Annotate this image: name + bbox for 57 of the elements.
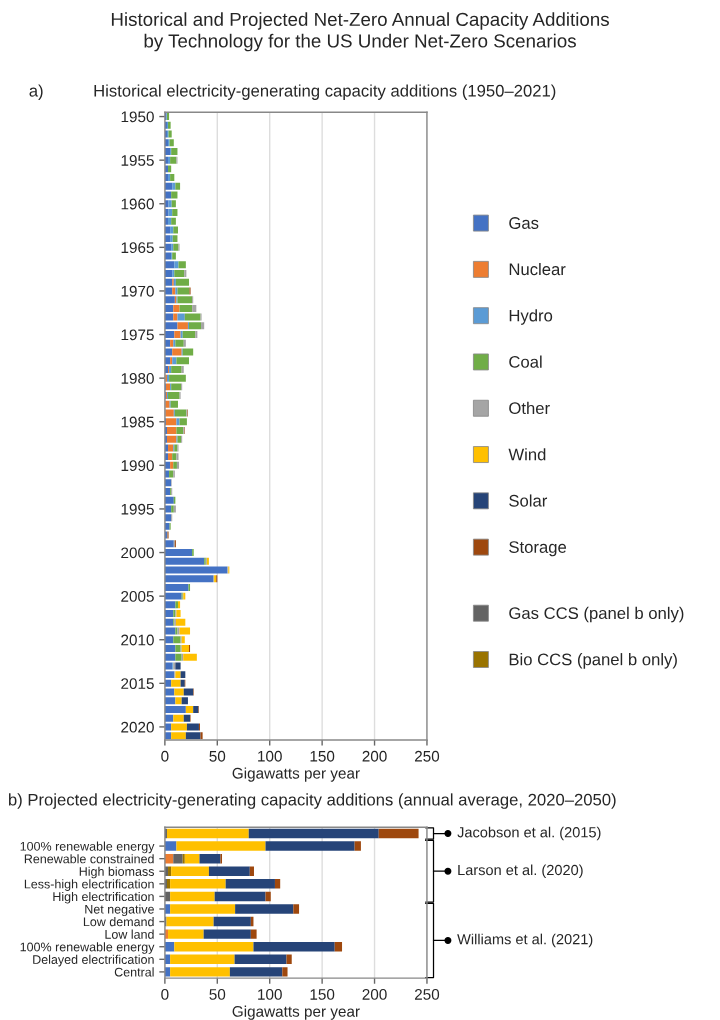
y-tick-label: Delayed electrification — [33, 954, 154, 967]
x-tick-label: 250 — [414, 750, 440, 762]
y-tick-label: 1990 — [121, 460, 154, 472]
legend-label: Nuclear — [509, 262, 566, 276]
legend-label: Coal — [509, 355, 542, 368]
x-tick-label: 50 — [209, 989, 226, 1000]
y-tick-label: 100% renewable energy — [20, 841, 155, 854]
y-tick-label: Renewable constrained — [24, 854, 154, 864]
y-tick-label: Low land — [105, 929, 154, 939]
y-tick-label: Central — [114, 967, 154, 977]
y-tick-label: 1985 — [121, 416, 154, 428]
y-tick-label: Less-high electrification — [24, 879, 154, 891]
y-tick-label: 1965 — [121, 242, 154, 254]
legend-label: Gas — [509, 217, 539, 229]
y-tick-label: High biomass — [79, 866, 155, 879]
chart-title: Historical and Projected Net-Zero Annual Capacity Additions by Technology for the US Under Net-Zero Scenarios — [111, 12, 609, 52]
x-tick-label: 100 — [258, 750, 282, 762]
text: Williams et al. (2021) — [457, 933, 593, 948]
chart-title: b) Projected electricity-generating capacity additions (annual average, 2020–2050) — [9, 793, 616, 809]
y-tick-label: 2000 — [121, 547, 154, 559]
legend-label: Bio CCS (panel b only) — [509, 653, 677, 669]
x-tick-label: 200 — [362, 989, 387, 1000]
y-tick-label: 1975 — [121, 329, 154, 341]
y-tick-label: 1960 — [121, 198, 154, 210]
legend-label: Gas CCS (panel b only) — [509, 606, 684, 623]
y-tick-label: 1955 — [121, 155, 154, 166]
x-axis-title: Gigawatts per year — [232, 1005, 360, 1020]
x-tick-label: 150 — [310, 989, 335, 1000]
legend-label: Wind — [508, 448, 546, 461]
y-tick-label: 1970 — [121, 285, 154, 297]
x-axis-title: Gigawatts per year — [232, 767, 360, 782]
text: a) — [29, 84, 43, 100]
y-tick-label: 2015 — [121, 678, 154, 690]
y-tick-label: 2020 — [121, 721, 154, 733]
text: Jacobson et al. (2015) — [457, 826, 601, 841]
y-tick-label: 2005 — [121, 591, 154, 602]
x-tick-label: 0 — [161, 989, 169, 1000]
text: Larson et al. (2020) — [458, 864, 583, 879]
y-tick-label: 100% renewable energy — [20, 942, 155, 954]
legend-label: Hydro — [509, 309, 553, 325]
chart-subtitle: Historical electricity-generating capacity additions (1950–2021) — [94, 84, 556, 100]
y-tick-label: Low demand — [83, 917, 154, 927]
legend-label: Other — [509, 401, 550, 415]
x-tick-label: 100 — [258, 989, 282, 1000]
x-tick-label: 250 — [414, 989, 440, 1000]
y-tick-label: Net negative — [85, 904, 154, 917]
x-tick-label: 150 — [310, 750, 335, 762]
y-tick-label: High electrification — [53, 891, 154, 904]
y-tick-label: 1980 — [121, 373, 154, 384]
y-tick-label: 1995 — [121, 503, 154, 515]
legend-label: Storage — [509, 541, 567, 557]
y-tick-label: 2010 — [121, 634, 154, 646]
x-tick-label: 0 — [161, 750, 169, 762]
y-tick-label: 1950 — [121, 111, 154, 123]
x-tick-label: 200 — [362, 750, 387, 762]
x-tick-label: 50 — [209, 750, 226, 762]
legend-label: Solar — [509, 494, 548, 507]
